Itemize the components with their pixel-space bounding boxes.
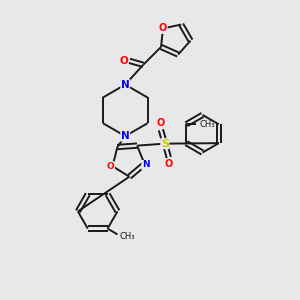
Text: O: O bbox=[107, 162, 115, 171]
Text: O: O bbox=[159, 23, 167, 33]
Text: S: S bbox=[161, 139, 169, 148]
Text: O: O bbox=[119, 56, 128, 66]
Text: CH₃: CH₃ bbox=[119, 232, 135, 241]
Text: CH₃: CH₃ bbox=[199, 120, 214, 129]
Text: N: N bbox=[121, 131, 130, 141]
Text: O: O bbox=[157, 118, 165, 128]
Text: N: N bbox=[121, 80, 130, 90]
Text: O: O bbox=[165, 159, 173, 170]
Text: N: N bbox=[142, 160, 149, 169]
